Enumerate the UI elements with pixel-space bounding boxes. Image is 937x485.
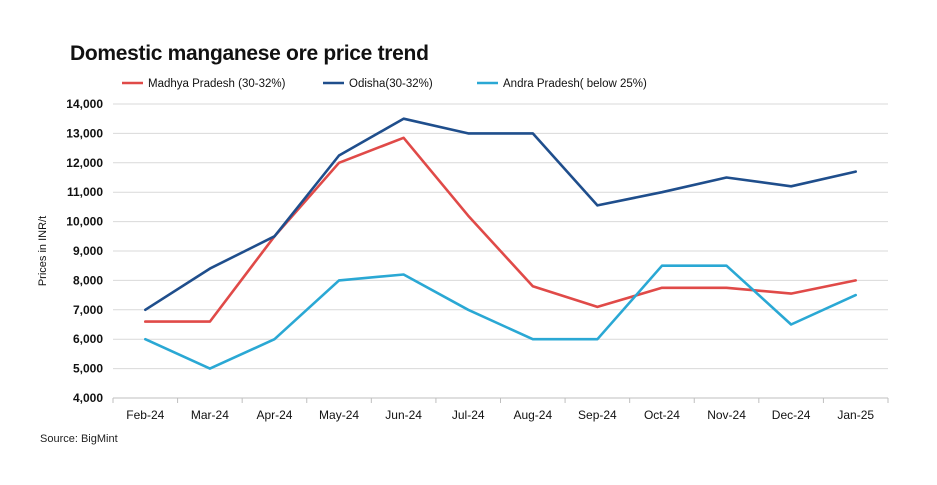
- x-tick-label: Jul-24: [452, 408, 485, 422]
- x-tick-label: Jan-25: [837, 408, 874, 422]
- y-tick-label: 10,000: [66, 215, 103, 229]
- series-lines: [144, 117, 858, 370]
- axes: 4,000 5,000 6,000 7,000 8,000 9,000 10,000 11,0…: [66, 97, 889, 422]
- chart-title: Domestic manganese ore price trend: [70, 42, 429, 65]
- x-tick-label: Feb-24: [126, 408, 164, 422]
- y-tick-label: 4,000: [73, 391, 103, 405]
- x-tick-label: Oct-24: [644, 408, 680, 422]
- x-tick-label: Aug-24: [513, 408, 552, 422]
- y-tick-label: 13,000: [66, 126, 103, 140]
- legend-label: Andra Pradesh( below 25%): [503, 78, 647, 90]
- legend: Madhya Pradesh (30-32%) Odisha(30-32%) And…: [122, 78, 647, 90]
- x-tick-label: Jun-24: [385, 408, 422, 422]
- y-tick-label: 5,000: [73, 362, 103, 376]
- x-tick-label: Apr-24: [256, 408, 292, 422]
- y-tick-label: 6,000: [73, 332, 103, 346]
- series-line: [144, 264, 858, 370]
- x-tick-label: Nov-24: [707, 408, 746, 422]
- series-line: [144, 117, 858, 312]
- y-tick-label: 7,000: [73, 303, 103, 317]
- y-axis-label: Prices in INR/t: [37, 216, 49, 286]
- y-tick-label: 11,000: [67, 185, 103, 199]
- x-tick-label: Mar-24: [191, 408, 229, 422]
- source-note: Source: BigMint: [40, 433, 118, 445]
- x-tick-label: Sep-24: [578, 408, 617, 422]
- y-tick-label: 12,000: [66, 156, 103, 170]
- legend-label: Odisha(30-32%): [349, 78, 433, 90]
- y-tick-label: 8,000: [73, 273, 103, 287]
- x-tick-label: Dec-24: [772, 408, 811, 422]
- gridlines: [113, 103, 888, 370]
- x-tick-label: May-24: [319, 408, 359, 422]
- series-line: [144, 136, 858, 323]
- legend-label: Madhya Pradesh (30-32%): [148, 78, 286, 90]
- y-tick-label: 14,000: [66, 97, 103, 111]
- y-tick-label: 9,000: [73, 244, 103, 258]
